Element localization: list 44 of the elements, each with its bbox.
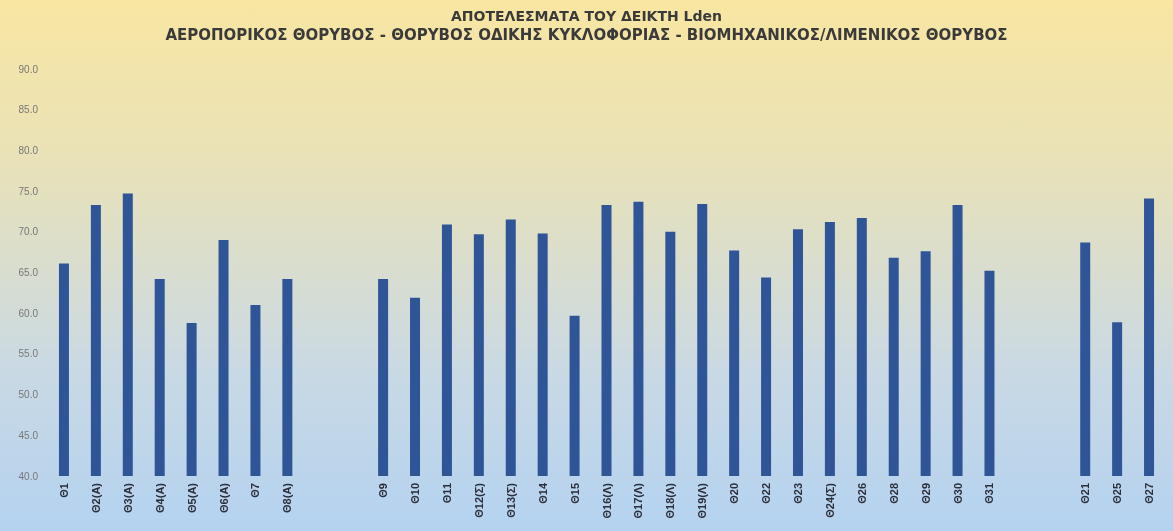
x-tick-label: Θ24(Σ) bbox=[823, 482, 836, 518]
x-tick-label: Θ11 bbox=[440, 483, 453, 504]
x-tick-label: Θ10 bbox=[409, 483, 422, 504]
y-tick-label: 45.0 bbox=[18, 429, 39, 441]
x-tick-label: Θ25 bbox=[1111, 483, 1124, 504]
x-tick-label: Θ9 bbox=[377, 483, 390, 498]
x-tick-label: Θ26 bbox=[855, 483, 868, 504]
x-tick-label: Θ5(Α) bbox=[185, 482, 198, 513]
x-tick-label: Θ13(Σ) bbox=[504, 482, 517, 518]
y-tick-label: 75.0 bbox=[18, 185, 39, 197]
x-tick-label: Θ6(Α) bbox=[217, 482, 230, 513]
x-tick-label: Θ16(Λ) bbox=[600, 482, 613, 519]
y-tick-label: 70.0 bbox=[18, 226, 39, 238]
y-tick-label: 60.0 bbox=[18, 307, 39, 319]
x-tick-label: Θ19(Λ) bbox=[696, 482, 709, 519]
chart-title: ΑΠΟΤΕΛΕΣΜΑΤΑ ΤΟΥ ΔΕΙΚΤΗ Lden bbox=[450, 8, 723, 24]
x-tick-label: Θ4(Α) bbox=[153, 482, 166, 513]
x-tick-label: Θ17(Λ) bbox=[632, 482, 645, 519]
x-tick-label: Θ7 bbox=[249, 483, 262, 498]
chart-subtitle: ΑΕΡΟΠΟΡΙΚΟΣ ΘΟΡΥΒΟΣ - ΘΟΡΥΒΟΣ ΟΔΙΚΗΣ ΚΥΚΛΟΦΟΡΙΑΣ - ΒΙΟΜΗΧΑΝΙΚΟΣ/ΛΙΜΕΝΙΚΟΣ ΘΟΡΥΒΟΣ bbox=[165, 25, 1008, 44]
x-tick-label: Θ14 bbox=[536, 482, 549, 504]
x-tick-label: Θ3(Α) bbox=[121, 482, 134, 513]
x-tick-label: Θ20 bbox=[728, 483, 741, 504]
y-tick-label: 85.0 bbox=[18, 104, 39, 116]
y-tick-label: 40.0 bbox=[18, 470, 39, 482]
x-tick-label: Θ1 bbox=[57, 483, 70, 498]
x-tick-label: Θ30 bbox=[951, 483, 964, 504]
x-tick-label: Θ21 bbox=[1079, 483, 1092, 504]
y-tick-label: 50.0 bbox=[18, 389, 39, 401]
x-tick-label: Θ15 bbox=[568, 483, 581, 504]
y-tick-label: 55.0 bbox=[18, 348, 39, 360]
x-tick-label: Θ31 bbox=[983, 483, 996, 504]
y-tick-label: 80.0 bbox=[18, 144, 39, 156]
x-tick-label: Θ23 bbox=[791, 483, 804, 504]
x-tick-label: Θ29 bbox=[919, 483, 932, 504]
x-tick-label: Θ8(Α) bbox=[281, 482, 294, 513]
x-tick-label: Θ28 bbox=[887, 483, 900, 504]
y-tick-label: 90.0 bbox=[18, 63, 39, 75]
x-tick-label: Θ12(Σ) bbox=[472, 482, 485, 518]
y-tick-label: 65.0 bbox=[18, 267, 39, 278]
x-tick-label: Θ2(Α) bbox=[89, 482, 102, 513]
x-tick-label: Θ22 bbox=[760, 483, 773, 504]
x-tick-label: Θ18(Λ) bbox=[664, 482, 677, 519]
x-tick-label: Θ27 bbox=[1143, 483, 1156, 504]
